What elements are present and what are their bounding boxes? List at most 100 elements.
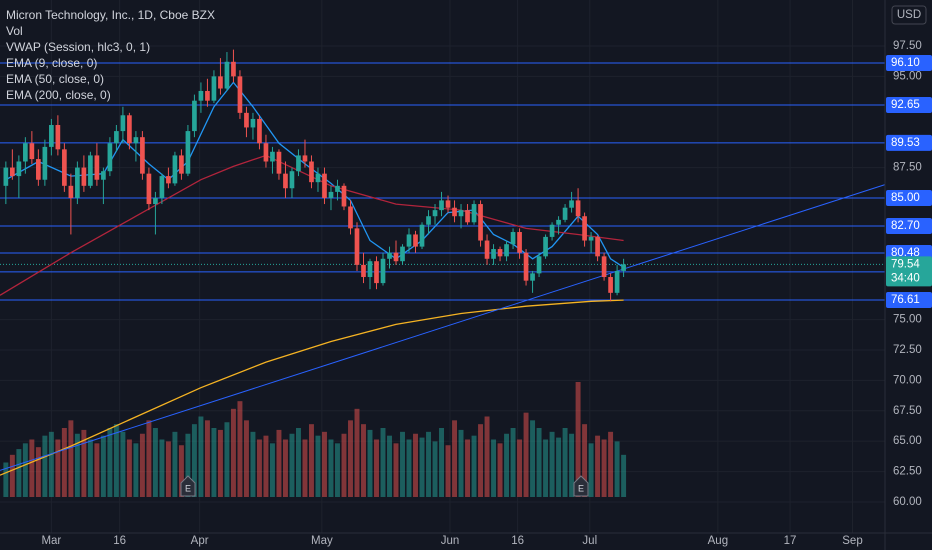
legend-entry: VWAP (Session, hlc3, 0, 1) — [6, 40, 150, 54]
candle-body — [29, 143, 35, 160]
volume-bar — [419, 437, 425, 497]
candle-body — [341, 185, 347, 207]
y-tick-label: 70.00 — [893, 374, 922, 386]
candle-body — [380, 258, 386, 284]
candle-body — [543, 236, 548, 257]
volume-bar — [309, 424, 314, 497]
legend-entry: Vol — [6, 24, 23, 38]
y-tick-label: 75.00 — [893, 314, 922, 326]
volume-bar — [315, 435, 321, 497]
candle-body — [517, 232, 522, 253]
legend-entry: EMA (200, close, 0) — [6, 88, 111, 102]
candle-body — [608, 277, 613, 293]
candle-body — [348, 206, 353, 229]
candle-body — [153, 197, 158, 205]
earnings-icon[interactable]: E — [573, 475, 589, 497]
y-tick-label: 62.50 — [893, 466, 922, 478]
volume-bar — [159, 439, 165, 497]
volume-bar — [328, 439, 334, 497]
volume-bar — [191, 424, 197, 497]
volume-bar — [139, 433, 145, 497]
candle-body — [146, 173, 152, 205]
candle-body — [276, 151, 282, 174]
y-tick-label: 65.00 — [893, 435, 922, 447]
volume-bar — [504, 433, 510, 497]
volume-bar — [263, 435, 269, 497]
volume-bar — [81, 429, 87, 497]
volume-bar — [224, 422, 230, 497]
volume-bar — [9, 454, 15, 497]
level-label: 82.70 — [891, 220, 920, 232]
currency-button[interactable] — [891, 5, 927, 25]
level-label: 85.00 — [891, 192, 920, 204]
candle-body — [94, 155, 100, 180]
volume-bar — [335, 443, 340, 497]
volume-bar — [126, 439, 132, 497]
candle-body — [120, 115, 126, 132]
level-label-box — [886, 54, 932, 71]
volume-bar — [543, 439, 549, 497]
candle-body — [10, 167, 15, 177]
y-tick-label: 97.50 — [893, 40, 922, 52]
volume-bar — [452, 420, 458, 497]
candle-body — [237, 76, 243, 113]
volume-bar — [569, 433, 575, 497]
volume-bar — [22, 443, 28, 497]
level-label-box — [886, 96, 932, 113]
candle-body — [49, 125, 54, 147]
candle-body — [458, 210, 464, 217]
volume-bar — [549, 431, 555, 497]
volume-bar — [387, 435, 392, 497]
volume-bar — [348, 420, 353, 497]
volume-bar — [256, 439, 262, 497]
volume-bar — [237, 401, 243, 497]
candle-body — [478, 204, 483, 241]
candle-body — [530, 273, 535, 281]
level-label: 76.61 — [891, 294, 920, 306]
candle-body — [75, 167, 80, 198]
candle-body — [354, 228, 360, 265]
x-tick-label: 16 — [113, 535, 126, 547]
candle-body — [68, 185, 74, 198]
y-tick-label: 60.00 — [893, 496, 922, 508]
volume-bar — [282, 439, 288, 497]
candle-body — [484, 240, 490, 259]
candle-body — [257, 118, 262, 144]
earnings-icon[interactable]: E — [180, 475, 196, 497]
candle-body — [3, 167, 9, 186]
volume-bar — [48, 431, 54, 497]
volume-bar — [133, 443, 139, 497]
candle-body — [62, 149, 67, 186]
candle-body — [387, 252, 392, 259]
volume-bar — [380, 428, 386, 497]
volume-bar — [445, 445, 451, 497]
volume-bar — [530, 420, 536, 497]
candle-body — [198, 90, 204, 101]
x-tick-label: Mar — [41, 535, 61, 547]
candle-body — [426, 216, 431, 225]
candle-body — [211, 76, 217, 101]
candle-body — [595, 236, 600, 257]
candle-body — [413, 234, 418, 247]
volume-bar — [426, 431, 431, 497]
volume-bar — [55, 439, 61, 497]
candle-body — [315, 173, 321, 183]
volume-bar — [595, 435, 601, 497]
volume-bar — [413, 433, 418, 497]
candle-body — [283, 173, 288, 189]
last-price-box — [886, 256, 932, 287]
volume-bar — [393, 443, 399, 497]
legend-entry: EMA (9, close, 0) — [6, 56, 97, 70]
trend-line — [0, 184, 886, 471]
candle-body — [42, 146, 48, 180]
volume-bar — [87, 439, 93, 497]
y-tick-label: 87.50 — [893, 162, 922, 174]
candle-body — [36, 159, 41, 180]
volume-bar — [582, 424, 588, 497]
x-tick-label: Aug — [708, 535, 728, 547]
volume-bar — [614, 441, 620, 497]
level-label: 92.65 — [891, 99, 920, 111]
currency-label[interactable]: USD — [897, 9, 921, 21]
candle-body — [335, 185, 340, 192]
candle-body — [439, 200, 444, 211]
